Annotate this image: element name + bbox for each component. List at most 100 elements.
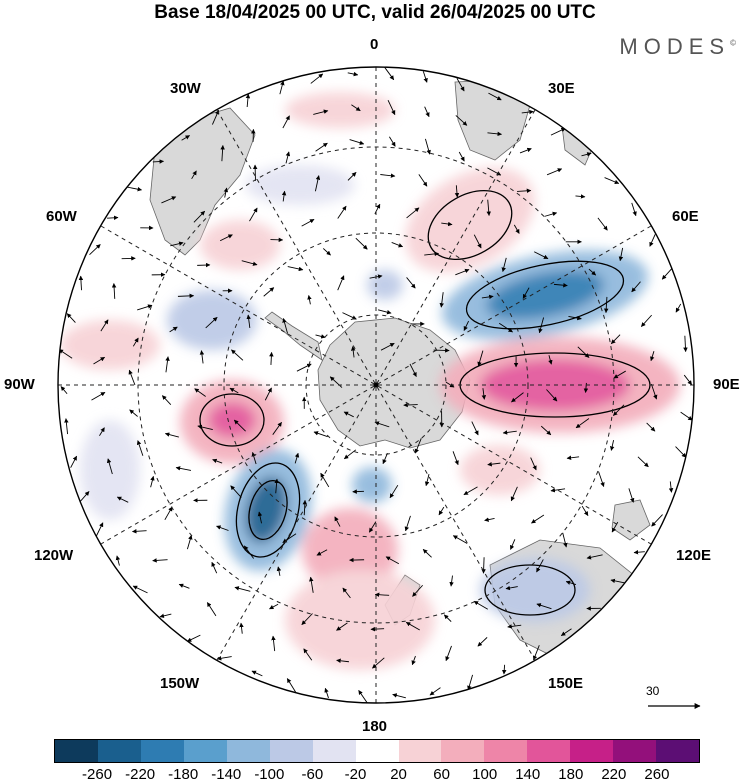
label-30w: 30W: [170, 80, 201, 97]
wind-vector: [377, 309, 392, 315]
wind-vector: [178, 583, 190, 589]
colorbar-swatch: [55, 740, 98, 762]
colorbar-tick-label: -260: [82, 766, 113, 783]
contour-line: [235, 462, 301, 558]
tasmania-land: [611, 499, 651, 541]
latitude-circle: [223, 232, 529, 538]
wind-vector: [610, 578, 626, 584]
wind-vector: [279, 80, 285, 95]
wind-vector: [111, 283, 117, 299]
wind-vector: [223, 187, 229, 198]
wind-vector: [239, 622, 244, 634]
wind-vector: [675, 446, 687, 458]
wind-vector: [358, 690, 368, 703]
wind-vector: [243, 545, 255, 559]
wind-vector: [438, 506, 445, 516]
wind-vector: [405, 621, 420, 631]
wind-vector: [301, 218, 315, 227]
wind-vector: [501, 664, 507, 675]
wind-vector: [418, 174, 428, 187]
wind-vector: [449, 575, 454, 587]
wind-vector: [412, 584, 423, 597]
wind-vector: [313, 109, 329, 115]
wind-vector: [458, 151, 465, 162]
wind-vector: [95, 522, 104, 537]
south-pole-marker: [373, 382, 379, 388]
anomaly-strong-negative: [486, 270, 604, 320]
wind-vector: [481, 294, 494, 300]
wind-vector: [193, 210, 206, 223]
wind-vector: [577, 346, 590, 358]
wind-vector: [521, 109, 534, 115]
wind-vector: [562, 532, 568, 548]
wind-vector: [276, 566, 282, 576]
contour-line: [199, 393, 265, 447]
wind-vector: [424, 138, 431, 155]
wind-vector: [220, 144, 225, 162]
wind-vector: [264, 387, 272, 401]
wind-vector: [307, 294, 312, 305]
label-120w: 120W: [34, 547, 74, 564]
wind-vector: [463, 320, 470, 331]
wind-vector: [392, 693, 406, 699]
label-180: 180: [362, 718, 388, 735]
wind-vector: [613, 370, 626, 379]
wind-vector: [274, 478, 279, 494]
wind-vector: [588, 268, 597, 276]
wind-vector: [186, 634, 201, 642]
wind-vector: [439, 292, 444, 308]
wind-vector: [337, 205, 347, 219]
wind-vector: [355, 237, 368, 250]
wind-vector: [575, 418, 590, 429]
wind-vector: [487, 131, 502, 137]
wind-vector: [675, 303, 682, 313]
wind-vector: [177, 293, 195, 299]
wind-vector: [536, 603, 552, 610]
wind-vector: [347, 71, 359, 77]
wind-vector: [424, 251, 440, 257]
wind-vector: [115, 555, 121, 566]
graticule: [58, 67, 694, 703]
wind-vector: [132, 337, 139, 347]
wind-vector: [309, 576, 314, 593]
wind-vector: [473, 234, 482, 249]
colorbar-swatch: [527, 740, 571, 762]
wind-vector: [532, 645, 540, 661]
wind-vector: [429, 687, 441, 696]
label-120e: 120E: [676, 547, 712, 564]
wind-vector: [231, 349, 244, 361]
wind-vector: [199, 350, 205, 364]
colorbar-tick-label: 180: [558, 766, 584, 783]
colorbar-swatch: [570, 740, 614, 762]
wind-vector: [477, 637, 488, 647]
map-border: [57, 66, 695, 704]
wind-vector: [150, 475, 155, 488]
wind-vector: [216, 656, 232, 661]
wind-vector: [374, 421, 390, 428]
wind-vector: [310, 73, 324, 84]
wind-vector: [683, 374, 693, 386]
wind-vector: [391, 241, 404, 248]
wind-vector: [409, 363, 417, 377]
wind-vector: [66, 313, 76, 323]
label-60e: 60E: [672, 208, 699, 225]
wind-vector: [106, 458, 113, 475]
colorbar-swatch: [613, 740, 657, 762]
wind-vector: [249, 207, 258, 222]
wind-vector: [129, 409, 138, 417]
wind-vector: [320, 472, 330, 488]
wind-vector: [637, 456, 649, 468]
wind-vector: [211, 109, 220, 125]
wind-vector: [329, 376, 343, 388]
wind-vector: [581, 505, 589, 516]
wind-vector: [372, 657, 385, 669]
wind-vector: [389, 484, 399, 499]
wind-vector: [128, 369, 136, 386]
wind-vector: [546, 389, 558, 402]
wind-vector: [380, 342, 395, 351]
wind-vector: [650, 383, 658, 400]
wind-vector: [64, 418, 69, 435]
wind-vector: [441, 221, 453, 227]
wind-vector: [78, 275, 84, 291]
wind-vector: [510, 539, 516, 550]
